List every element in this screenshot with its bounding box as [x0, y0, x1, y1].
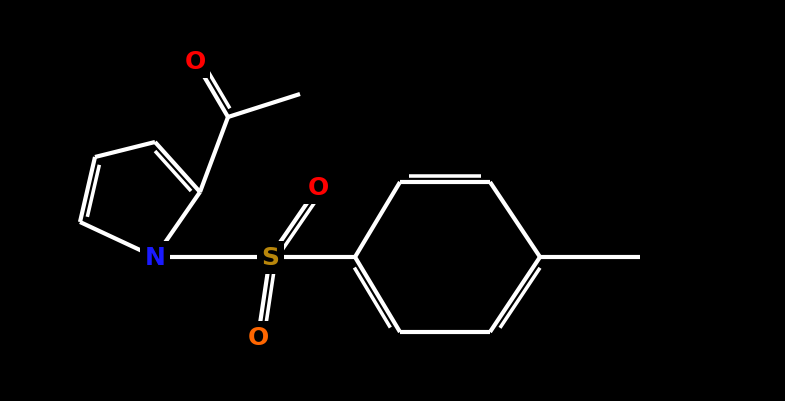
Text: O: O — [308, 176, 329, 200]
Text: N: N — [144, 245, 166, 269]
Text: S: S — [261, 245, 279, 269]
Text: O: O — [247, 325, 268, 349]
Text: O: O — [184, 50, 206, 74]
